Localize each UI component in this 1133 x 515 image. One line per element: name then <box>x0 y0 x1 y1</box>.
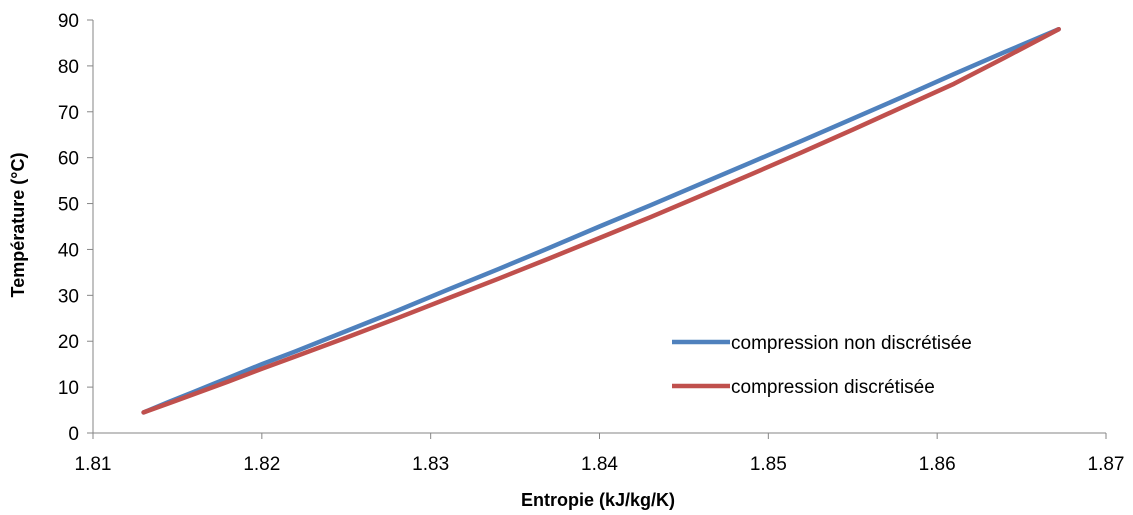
x-tick-label: 1.85 <box>750 454 787 475</box>
y-tick-label: 60 <box>58 149 79 170</box>
y-tick-label: 50 <box>58 195 79 216</box>
legend: compression non discrétisée compression d… <box>672 333 972 398</box>
y-tick-label: 10 <box>58 378 79 399</box>
x-tick-label: 1.83 <box>412 454 449 475</box>
y-axis-title: Température (°C) <box>8 153 28 298</box>
x-axis-title: Entropie (kJ/kg/K) <box>521 490 675 510</box>
y-tick-label: 30 <box>58 286 79 307</box>
series-line-2 <box>141 26 1061 415</box>
y-tick-label: 0 <box>68 424 79 445</box>
y-tick-label: 90 <box>58 11 79 32</box>
y-tick-label: 40 <box>58 240 79 261</box>
x-tick-label: 1.87 <box>1088 454 1125 475</box>
axes: 0 10 20 30 40 50 60 70 80 90 1.81 1.82 1.83 1.84 1.85 1… <box>58 11 1125 475</box>
x-tick-label: 1.81 <box>75 454 112 475</box>
legend-label-2: compression discrétisée <box>731 377 935 398</box>
y-tick-label: 70 <box>58 103 79 124</box>
series-line-1 <box>141 26 1061 415</box>
y-tick-label: 80 <box>58 57 79 78</box>
x-tick-label: 1.84 <box>581 454 618 475</box>
y-tick-label: 20 <box>58 332 79 353</box>
x-tick-label: 1.86 <box>919 454 956 475</box>
series-layer <box>141 26 1061 415</box>
x-tick-label: 1.82 <box>243 454 280 475</box>
legend-label-1: compression non discrétisée <box>731 333 972 354</box>
